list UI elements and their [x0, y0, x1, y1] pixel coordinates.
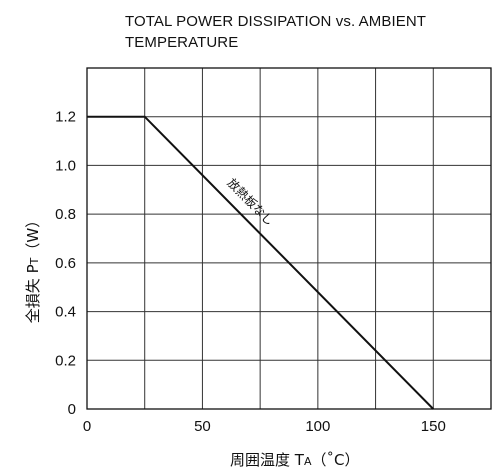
y-tick-label: 0.2: [55, 352, 76, 369]
y-tick-labels: 0 0.2 0.4 0.6 0.8 1.0 1.2: [55, 109, 76, 418]
plot-frame: [86, 67, 492, 410]
y-tick-label: 1.2: [55, 109, 76, 126]
x-tick-label: 150: [421, 418, 446, 435]
y-tick-label: 0.4: [55, 304, 76, 321]
x-axis-title: 周囲温度 TA（˚C）: [230, 451, 359, 469]
x-tick-label: 100: [305, 418, 330, 435]
y-tick-label: 0: [68, 401, 76, 418]
y-axis-title: 全損失 PT（W）: [24, 213, 42, 323]
y-tick-label: 1.0: [55, 157, 76, 174]
x-tick-label: 50: [194, 418, 211, 435]
chart-title: TOTAL POWER DISSIPATION vs. AMBIENT TEMP…: [125, 13, 426, 51]
grid-lines: [87, 68, 491, 409]
series-line: [87, 115, 434, 410]
x-tick-label: 0: [83, 418, 91, 435]
x-tick-labels: 0 50 100 150: [83, 418, 446, 435]
curve-annotation: 放熱板なし: [224, 175, 277, 228]
y-tick-label: 0.8: [55, 206, 76, 223]
y-tick-label: 0.6: [55, 255, 76, 272]
